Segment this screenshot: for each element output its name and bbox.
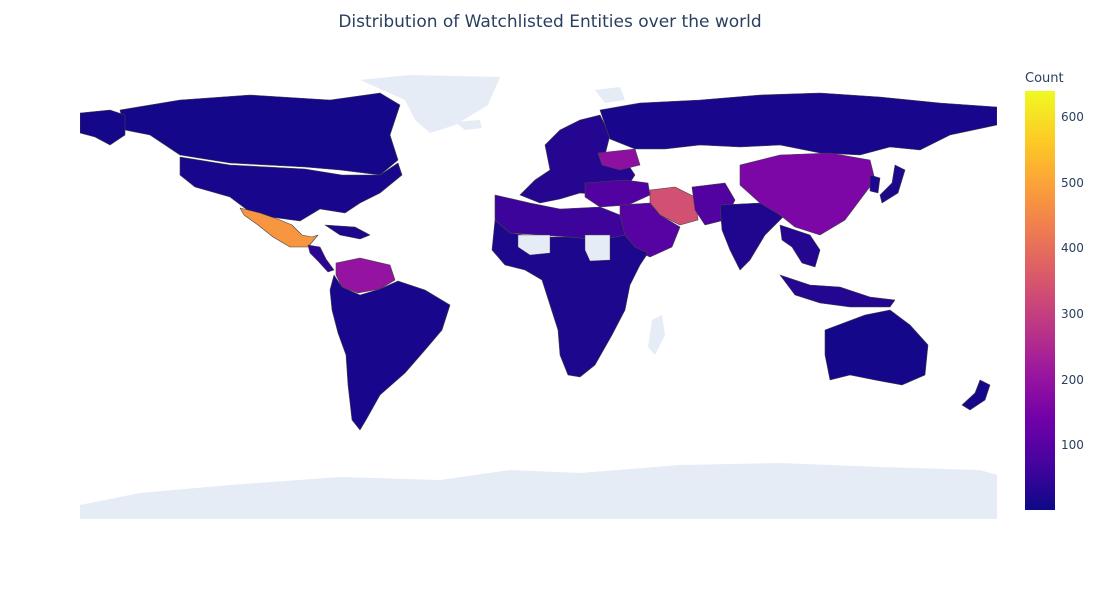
colorbar [1025,91,1055,510]
colorbar-tick-label: 100 [1061,438,1084,453]
colorbar-tick-label: 300 [1061,306,1084,321]
country-region-korea[interactable]: Korea: 20 [869,174,881,194]
country-region-south-america[interactable]: South America: 15 [329,274,451,431]
country-region-central-america[interactable]: Central America: 40 [307,244,335,273]
country-region-turkey-middle-east[interactable]: Turkey / Middle East: 90 [584,179,651,208]
colorbar-tick-label: 500 [1061,175,1084,190]
country-region-africa[interactable]: Africa: 20 [491,219,649,378]
land-no-data-greenland [360,75,500,133]
colorbar-title: Count [1025,71,1064,86]
country-region-alaska[interactable]: Alaska: 10 [80,109,126,146]
choropleth-map[interactable]: Canada: 10USA: 15 Alaska: 10 Mexico: 480Ce… [80,75,997,519]
country-region-india[interactable]: India: 25 [719,202,786,271]
land-no-data-overlay-sudan [584,234,611,262]
country-region-indonesia[interactable]: Indonesia: 30 [779,274,896,308]
country-region-southeast-asia[interactable]: Southeast Asia: 30 [779,224,821,268]
country-region-north-africa[interactable]: North Africa: 60 [494,194,626,241]
map-svg[interactable]: Canada: 10USA: 15 Alaska: 10 Mexico: 480Ce… [80,75,997,519]
country-region-australia[interactable]: Australia: 10 [824,309,929,386]
country-region-canada[interactable]: Canada: 10 [119,92,401,176]
colorbar-tick-label: 400 [1061,241,1084,256]
country-region-japan[interactable]: Japan: 20 [879,164,906,204]
country-region-ukraine[interactable]: Ukraine: 190 [597,148,641,171]
colorbar-tick-label: 600 [1061,110,1084,125]
country-region-china[interactable]: China: 160 [739,152,876,236]
country-region-new-zealand[interactable]: New Zealand: 10 [961,379,991,411]
land-no-data-antarctica [80,463,997,519]
land-no-data-svalbard [595,87,625,103]
chart-title: Distribution of Watchlisted Entities ove… [338,12,762,32]
country-region-russia[interactable]: Russia: 15 [599,92,997,156]
colorbar-tick-label: 200 [1061,372,1084,387]
land-no-data-madagascar [648,315,665,355]
country-region-usa[interactable]: USA: 15 [179,156,403,222]
land-no-data-iceland [455,120,482,130]
country-region-mexico[interactable]: Mexico: 480 [239,207,319,248]
country-region-caribbean[interactable]: Caribbean: 20 [324,224,371,240]
land-no-data-overlay-mali [517,234,551,256]
